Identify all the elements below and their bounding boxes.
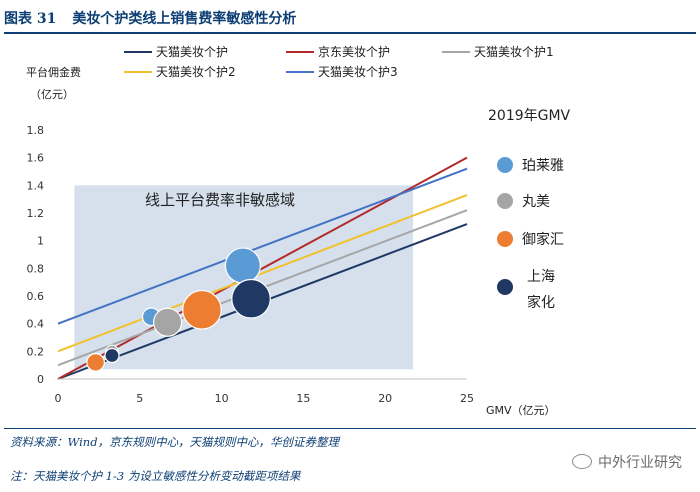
bubble-2-1: [182, 289, 222, 330]
figure-number: 图表 31: [4, 11, 57, 27]
x-tick-label: 25: [460, 392, 474, 405]
y-tick-label: 1.2: [27, 207, 45, 220]
bubble-legend-title: 2019年GMV: [488, 108, 571, 124]
region-label: 线上平台费率非敏感域: [145, 191, 295, 209]
x-tick-label: 0: [55, 392, 62, 405]
y-tick-label: 1.6: [27, 152, 45, 165]
note-text: 注：天猫美妆个护 1-3 为设立敏感性分析变动截距项结果: [10, 469, 301, 483]
x-tick-label: 10: [215, 392, 229, 405]
y-tick-label: 0.6: [27, 290, 45, 303]
x-tick-label: 20: [378, 392, 392, 405]
legend-label-4: 天猫美妆个护3: [318, 65, 398, 79]
y-tick-label: 1.8: [27, 124, 45, 137]
bubble-legend-marker-0: [497, 157, 513, 173]
legend-label-1: 京东美妆个护: [318, 45, 390, 59]
x-axis-label: GMV（亿元）: [486, 404, 556, 417]
bubble-1-1: [153, 307, 183, 337]
bubble-2-0: [86, 353, 105, 372]
y-tick-label: 0.8: [27, 262, 45, 275]
brand-watermark: 中外行业研究: [572, 452, 682, 472]
bubble-legend-label-3-line-1: 上海: [527, 269, 555, 285]
wechat-icon: [572, 454, 592, 469]
bubble-legend-label-0: 珀莱雅: [522, 158, 564, 174]
figure-title: 图表 31 美妆个护类线上销售费率敏感性分析: [4, 8, 696, 30]
source-text: 资料来源：Wind，京东规则中心，天猫规则中心，华创证券整理: [10, 435, 340, 449]
bubble-legend-label-3-line-2: 家化: [527, 294, 555, 311]
bubble-legend-marker-1: [497, 193, 513, 209]
bubble-0-1: [224, 247, 261, 284]
bubble-legend-marker-2: [497, 231, 513, 247]
y-tick-label: 0.2: [27, 345, 45, 358]
bubble-legend-label-2: 御家汇: [522, 231, 564, 248]
x-tick-label: 5: [136, 392, 143, 405]
bubble-3-0: [104, 347, 120, 364]
footer-divider: [4, 428, 696, 429]
x-tick-label: 15: [296, 392, 310, 405]
chart: 线上平台费率非敏感域 0 0.2 0.4 0.6 0.8 1 1.2 1.4 1.6 1.8 0 5 1…: [26, 45, 571, 417]
series-line-3: [57, 194, 468, 353]
y-tick-label: 1.4: [27, 179, 45, 192]
y-tick-label: 0.4: [27, 318, 45, 331]
figure-title-text: 美妆个护类线上销售费率敏感性分析: [72, 11, 297, 27]
legend-label-2: 天猫美妆个护1: [474, 45, 554, 59]
series-line-4: [57, 167, 468, 325]
y-axis-label-line-1: 平台佣金费: [26, 65, 81, 79]
y-tick-label: 1: [37, 235, 44, 248]
y-tick-label: 0: [37, 373, 44, 386]
title-divider: [4, 32, 696, 34]
bubble-legend-marker-3: [497, 279, 513, 295]
legend-label-0: 天猫美妆个护: [156, 45, 228, 59]
legend-label-3: 天猫美妆个护2: [156, 65, 236, 79]
brand-text: 中外行业研究: [598, 455, 682, 471]
bubble-3-1: [231, 278, 271, 319]
bubble-legend-label-1: 丸美: [522, 194, 550, 210]
y-axis-label-line-2: （亿元）: [30, 88, 74, 101]
